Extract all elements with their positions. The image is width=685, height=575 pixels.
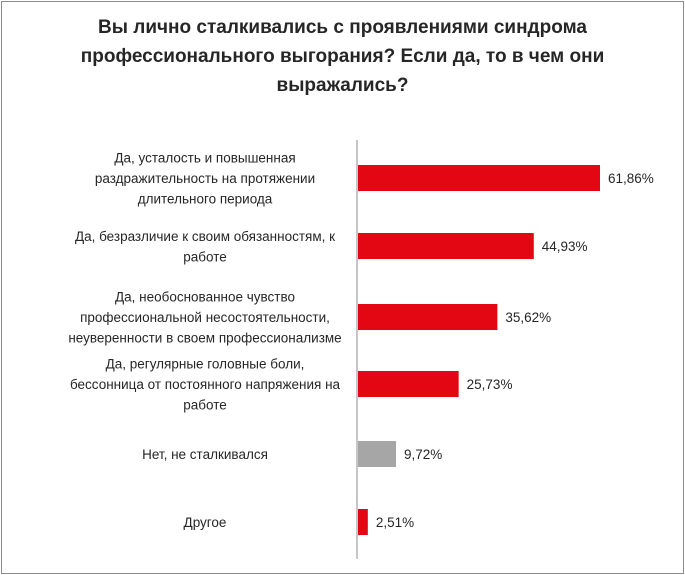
category-label-line: Да, необоснованное чувство xyxy=(115,290,295,305)
data-label: 9,72% xyxy=(404,447,442,462)
category-label: Да, усталость и повышенная раздражительно… xyxy=(95,151,315,207)
data-label: 61,86% xyxy=(608,171,654,186)
bar xyxy=(358,441,397,467)
bar xyxy=(358,371,459,397)
category-label-line: Нет, не сталкивался xyxy=(142,447,268,462)
category-label-line: длительного периода xyxy=(138,192,273,207)
bar xyxy=(358,165,600,191)
chart-title: Вы лично сталкивались с проявлениями син… xyxy=(80,17,605,96)
category-label: Да, безразличие к своим обязанностям, к р… xyxy=(75,229,335,265)
bar xyxy=(358,233,534,259)
category-label-line: бессонница от постоянного напряжения на xyxy=(70,377,341,392)
category-label: Другое xyxy=(184,515,227,530)
category-label-line: Да, регулярные головные боли, xyxy=(106,357,305,372)
bar xyxy=(358,509,368,535)
category-label-line: раздражительность на протяжении xyxy=(95,171,315,186)
data-label: 44,93% xyxy=(542,239,588,254)
category-label-line: работе xyxy=(183,249,227,264)
category-label-line: неуверенности в своем профессионализме xyxy=(68,331,341,346)
category-label-line: Да, безразличие к своим обязанностям, к xyxy=(75,229,335,244)
category-label: Нет, не сталкивался xyxy=(142,447,268,462)
data-label: 2,51% xyxy=(376,515,414,530)
category-label-line: Да, усталость и повышенная xyxy=(114,151,295,166)
bar xyxy=(358,304,498,330)
data-label: 35,62% xyxy=(505,310,551,325)
category-label: Да, необоснованное чувство профессиональн… xyxy=(68,290,341,346)
category-label-line: работе xyxy=(183,398,227,413)
category-label: Да, регулярные головные боли, бессонница … xyxy=(70,357,341,413)
category-label-line: Другое xyxy=(184,515,227,530)
category-label-line: профессиональной несостоятельности, xyxy=(80,310,330,325)
data-label: 25,73% xyxy=(467,377,513,392)
